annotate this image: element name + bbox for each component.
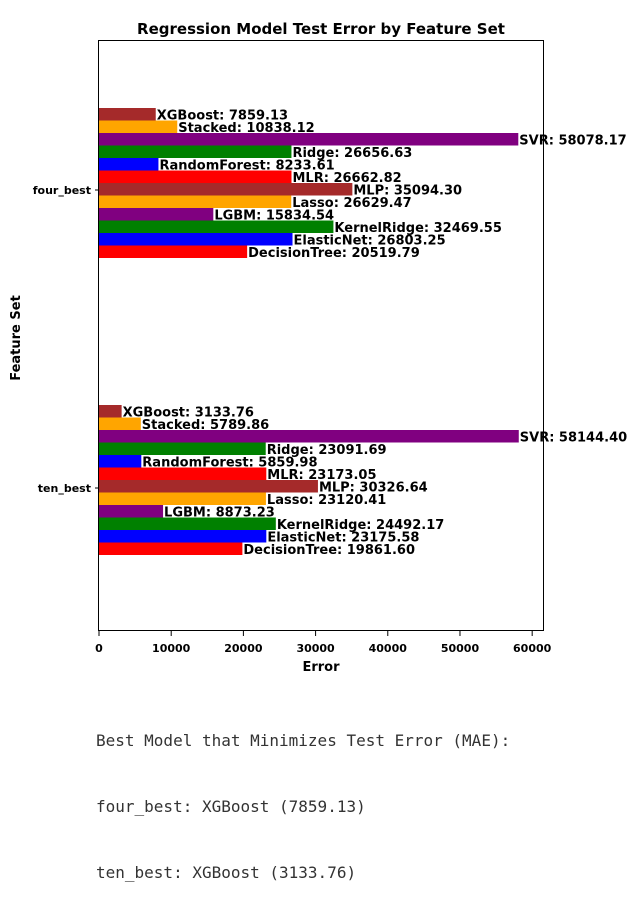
- x-tick-label: 60000: [513, 642, 552, 655]
- bar-value-label: SVR: 58144.40: [520, 430, 627, 445]
- y-axis: four_best ten_best: [33, 184, 99, 495]
- bar-value-label: Lasso: 26629.47: [292, 196, 411, 211]
- bar-ten_best-decisiontree: [99, 542, 243, 555]
- x-tick-label: 10000: [152, 642, 191, 655]
- bar-four_best-randomforest: [99, 158, 159, 171]
- bar-ten_best-svr: [99, 430, 519, 443]
- bar-ten_best-mlp: [99, 480, 318, 493]
- x-tick-label: 0: [95, 642, 103, 655]
- bar-value-label: Stacked: 5789.86: [142, 418, 269, 433]
- bar-ten_best-lgbm: [99, 505, 164, 518]
- bar-four_best-decisiontree: [99, 245, 248, 258]
- bar-ten_best-elasticnet: [99, 530, 267, 543]
- bar-ten_best-kernelridge: [99, 517, 276, 530]
- console-line: Best Model that Minimizes Test Error (MA…: [96, 731, 511, 750]
- bar-value-label: Stacked: 10838.12: [178, 121, 314, 136]
- y-axis-label: Feature Set: [9, 295, 24, 381]
- bar-four_best-elasticnet: [99, 233, 293, 246]
- bar-four_best-mlp: [99, 183, 353, 196]
- bar-four_best-stacked: [99, 120, 178, 133]
- bar-value-label: Lasso: 23120.41: [267, 493, 386, 508]
- console-line: ten_best: XGBoost (3133.76): [96, 863, 357, 882]
- bar-ten_best-randomforest: [99, 455, 142, 468]
- bar-value-label: ElasticNet: 26803.25: [294, 233, 446, 248]
- x-tick-label: 50000: [441, 642, 480, 655]
- console-output: Best Model that Minimizes Test Error (MA…: [96, 686, 636, 906]
- bar-value-label: Ridge: 26656.63: [292, 146, 412, 161]
- bars-layer: [99, 108, 519, 555]
- x-axis-label: Error: [302, 660, 340, 675]
- bar-value-label: MLP: 30326.64: [319, 480, 428, 495]
- x-tick-label: 30000: [296, 642, 335, 655]
- bar-value-label: SVR: 58078.17: [519, 133, 626, 148]
- chart-title: Regression Model Test Error by Feature S…: [137, 20, 505, 38]
- bar-four_best-mlr: [99, 170, 292, 183]
- plot-frame: [98, 40, 544, 631]
- bar-value-label: LGBM: 8873.23: [164, 505, 275, 520]
- bar-four_best-xgboost: [99, 108, 156, 121]
- bar-ten_best-ridge: [99, 442, 266, 455]
- bar-four_best-ridge: [99, 145, 292, 158]
- bar-value-label: DecisionTree: 20519.79: [248, 246, 420, 261]
- bar-value-label: LGBM: 15834.54: [214, 208, 334, 223]
- bar-value-label: MLR: 23173.05: [267, 468, 376, 483]
- bar-ten_best-mlr: [99, 467, 267, 480]
- bar-chart: Regression Model Test Error by Feature S…: [9, 20, 628, 675]
- bar-four_best-lgbm: [99, 208, 214, 221]
- bar-value-label: KernelRidge: 32469.55: [334, 221, 501, 236]
- bar-value-label: XGBoost: 3133.76: [123, 405, 254, 420]
- bar-value-label: Ridge: 23091.69: [267, 443, 387, 458]
- bar-four_best-svr: [99, 133, 519, 146]
- bar-value-label: DecisionTree: 19861.60: [243, 543, 415, 558]
- bar-value-label: RandomForest: 5859.98: [142, 455, 317, 470]
- bar-ten_best-lasso: [99, 492, 266, 505]
- x-tick-label: 40000: [369, 642, 408, 655]
- bar-four_best-lasso: [99, 195, 292, 208]
- bar-value-label: RandomForest: 8233.61: [159, 158, 334, 173]
- console-line: four_best: XGBoost (7859.13): [96, 797, 366, 816]
- bar-value-label: MLP: 35094.30: [353, 183, 462, 198]
- y-tick-label: four_best: [33, 184, 91, 197]
- bar-value-label: XGBoost: 7859.13: [157, 108, 288, 123]
- y-tick-label: ten_best: [38, 482, 91, 495]
- x-axis: 0 10000 20000 30000 40000 50000 60000: [95, 631, 552, 655]
- bar-ten_best-xgboost: [99, 405, 122, 418]
- bar-value-label: MLR: 26662.82: [292, 171, 401, 186]
- x-tick-label: 20000: [224, 642, 263, 655]
- bar-value-label: ElasticNet: 23175.58: [267, 530, 419, 545]
- bar-ten_best-stacked: [99, 417, 141, 430]
- bar-four_best-kernelridge: [99, 220, 334, 233]
- bar-value-label: KernelRidge: 24492.17: [277, 518, 444, 533]
